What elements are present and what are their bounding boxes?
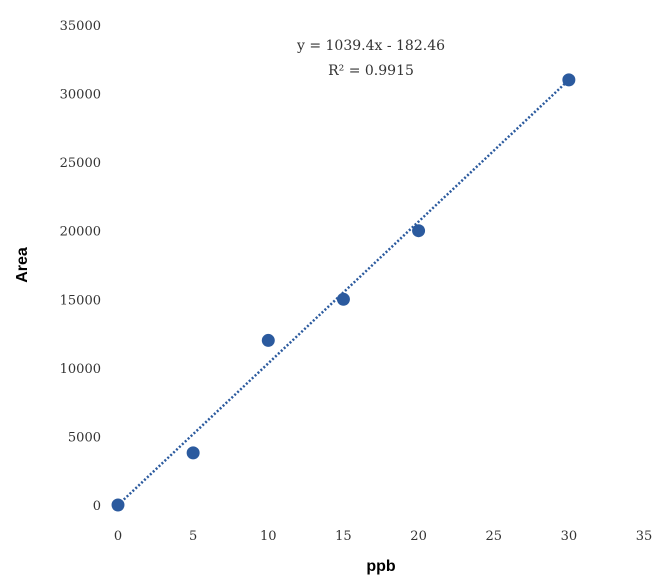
- data-point: [562, 73, 576, 87]
- y-axis-title: Area: [14, 247, 31, 283]
- x-tick-label: 30: [561, 529, 578, 544]
- data-point: [261, 333, 275, 347]
- y-tick-label: 25000: [60, 156, 101, 171]
- x-tick-label: 20: [410, 529, 427, 544]
- data-point: [336, 292, 350, 306]
- y-tick-label: 20000: [60, 225, 101, 240]
- data-point: [111, 498, 125, 512]
- equation-label: y = 1039.4x - 182.46: [296, 38, 445, 54]
- x-tick-label: 15: [335, 529, 352, 544]
- x-axis-title: ppb: [366, 558, 396, 575]
- x-tick-label: 10: [260, 529, 277, 544]
- y-tick-label: 15000: [60, 293, 101, 308]
- x-tick-label: 5: [189, 529, 197, 544]
- data-points: [111, 73, 576, 512]
- x-tick-label: 0: [114, 529, 122, 544]
- x-tick-label: 25: [485, 529, 502, 544]
- r-squared-label: R² = 0.9915: [328, 63, 414, 79]
- y-tick-label: 10000: [60, 362, 101, 377]
- trendline: [117, 78, 570, 506]
- x-tick-labels: 0 5 10 15 20 25 30 35: [114, 529, 652, 544]
- y-tick-label: 0: [93, 499, 101, 514]
- y-tick-label: 35000: [60, 19, 101, 34]
- y-tick-label: 30000: [60, 88, 101, 103]
- y-tick-label: 5000: [68, 430, 101, 445]
- data-point: [186, 446, 200, 460]
- y-tick-labels: 0 5000 10000 15000 20000 25000 30000 35000: [60, 19, 101, 514]
- data-point: [412, 224, 426, 238]
- x-tick-label: 35: [636, 529, 653, 544]
